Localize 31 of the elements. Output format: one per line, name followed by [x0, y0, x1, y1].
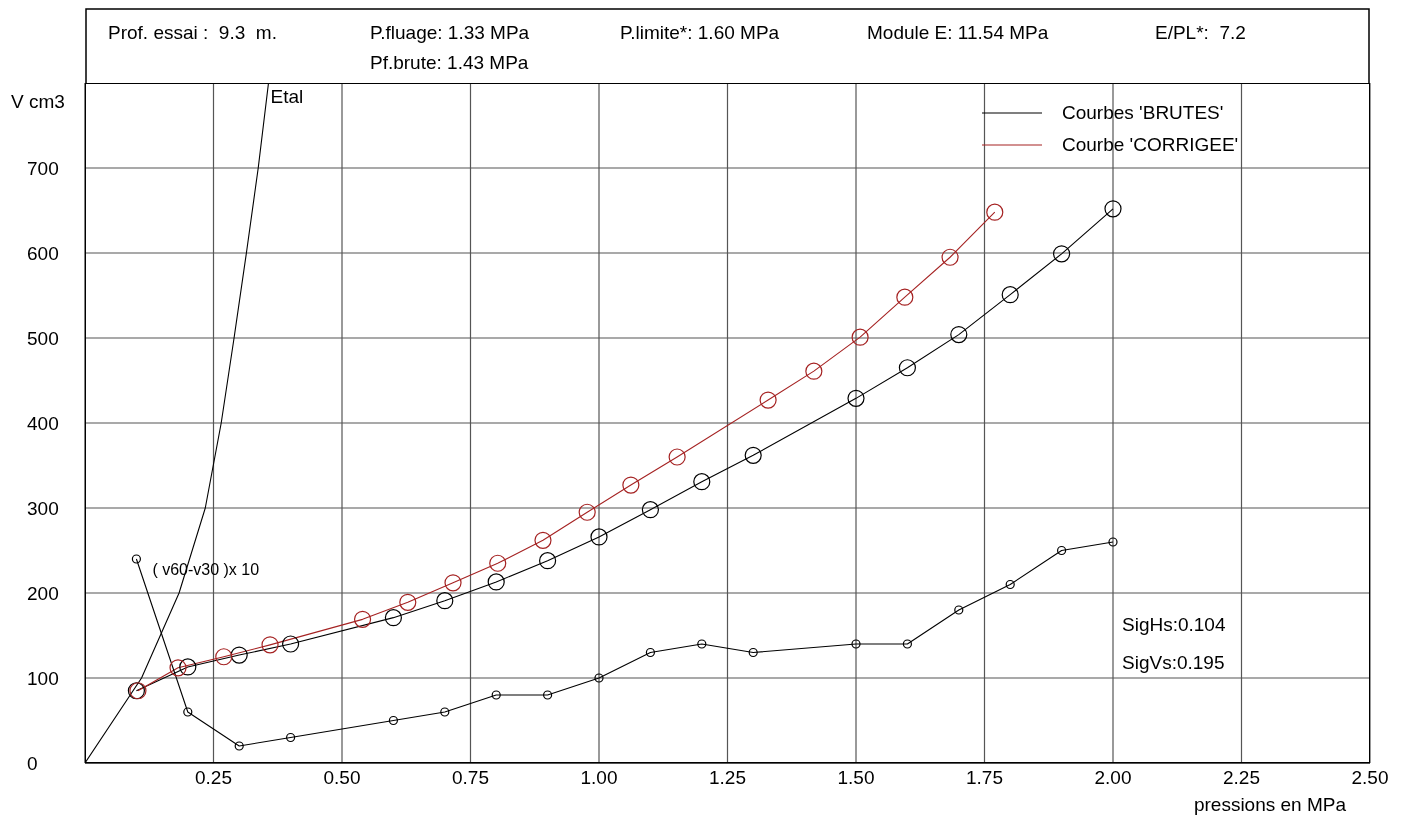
- x-tick-label: 2.00: [1094, 767, 1132, 789]
- x-tick-label: 2.50: [1351, 767, 1389, 789]
- x-tick-label: 2.25: [1223, 767, 1260, 789]
- y-tick-label: 700: [27, 157, 59, 179]
- y-tick-label: 100: [27, 667, 59, 689]
- legend-label: Courbes 'BRUTES': [1062, 102, 1224, 124]
- x-tick-label: 0.75: [452, 767, 489, 789]
- text: E/PL*: 7.2: [1155, 22, 1246, 44]
- annotation: SigVs:0.195: [1122, 652, 1225, 674]
- text: Module E: 11.54 MPa: [867, 22, 1049, 44]
- x-tick-label: 1.50: [837, 767, 875, 789]
- x-tick-label: 1.75: [966, 767, 1003, 789]
- y-tick-label: 0: [27, 752, 38, 774]
- x-axis-title: pressions en MPa: [1193, 794, 1346, 816]
- text: Prof. essai : 9.3 m.: [108, 22, 277, 44]
- y-tick-label: 600: [27, 242, 59, 264]
- y-tick-label: 500: [27, 327, 59, 349]
- x-tick-label: 0.25: [195, 767, 232, 789]
- y-axis-title: V cm3: [11, 91, 65, 113]
- series-label: Etal: [270, 86, 304, 107]
- annotation: SigHs:0.104: [1122, 614, 1226, 636]
- x-tick-label: 1.00: [580, 767, 618, 789]
- y-tick-label: 400: [27, 412, 59, 434]
- text: P.fluage: 1.33 MPa: [370, 22, 530, 44]
- text: Pf.brute: 1.43 MPa: [370, 52, 529, 74]
- text: P.limite*: 1.60 MPa: [620, 22, 780, 44]
- legend-label: Courbe 'CORRIGEE': [1062, 134, 1239, 156]
- x-tick-label: 1.25: [709, 767, 746, 789]
- x-tick-label: 0.50: [323, 767, 361, 789]
- y-tick-label: 300: [27, 497, 59, 519]
- y-tick-label: 200: [27, 582, 59, 604]
